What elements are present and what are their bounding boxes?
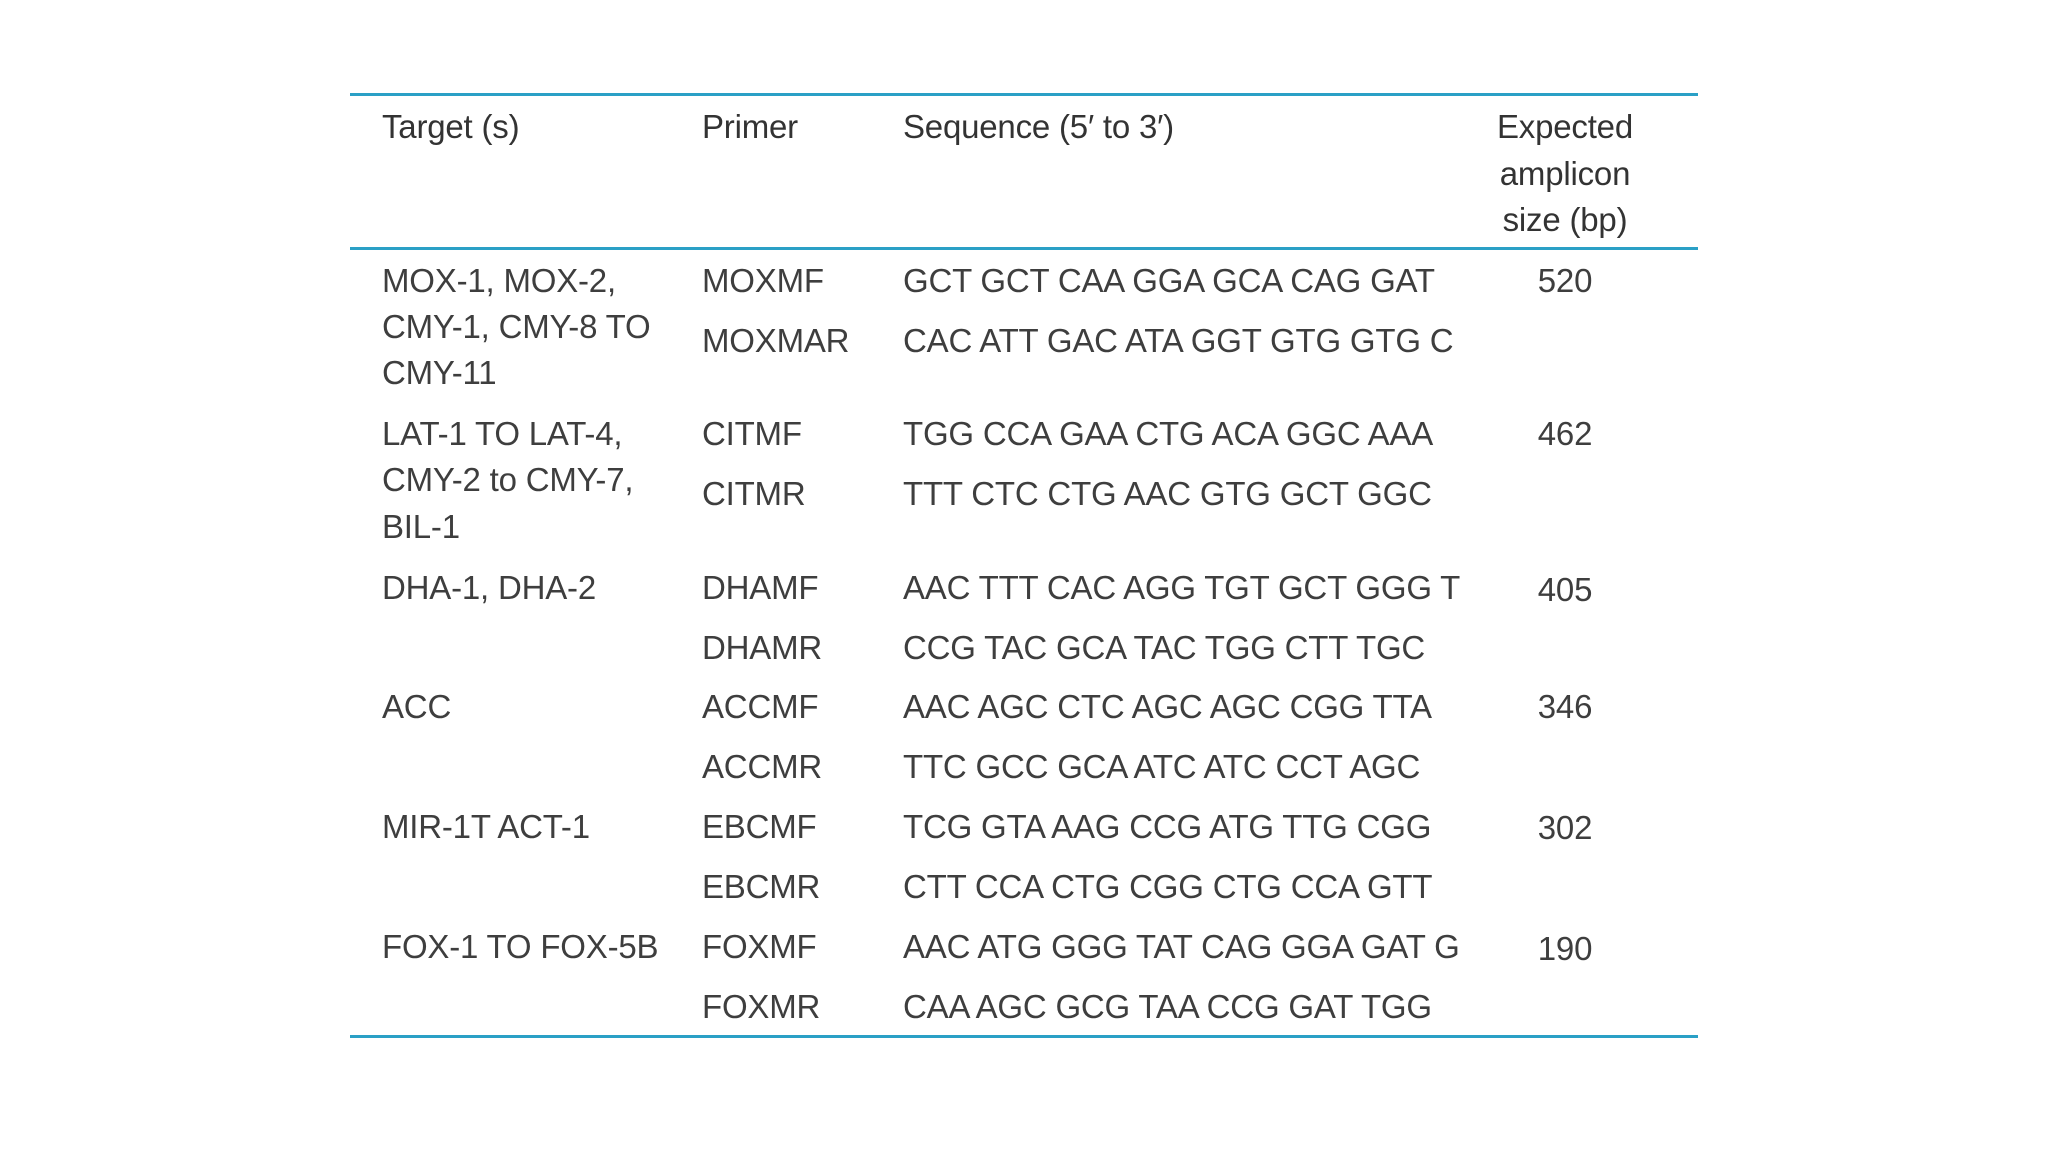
target-cell: CMY-11 (382, 354, 497, 391)
sequence-cell: TGG CCA GAA CTG ACA GGC AAA (903, 415, 1434, 452)
size-cell: 462 (1537, 415, 1593, 452)
table-header-rule (350, 247, 1698, 250)
header-target: Target (s) (382, 108, 520, 145)
target-cell: DHA-1, DHA-2 (382, 569, 596, 606)
sequence-cell: AAC TTT CAC AGG TGT GCT GGG T (903, 569, 1461, 606)
target-cell: BIL-1 (382, 508, 460, 545)
sequence-cell: AAC ATG GGG TAT CAG GGA GAT G (903, 928, 1460, 965)
primer-cell: EBCMR (702, 868, 821, 905)
primer-cell: MOXMF (702, 262, 824, 299)
primer-cell: DHAMF (702, 569, 819, 606)
primer-cell: CITMR (702, 475, 806, 512)
header-sequence: Sequence (5′ to 3′) (903, 108, 1174, 145)
primer-cell: DHAMR (702, 629, 822, 666)
size-cell: 190 (1537, 930, 1593, 967)
header-size-line1: Expected (1497, 108, 1633, 145)
target-cell: ACC (382, 688, 452, 725)
primer-cell: ACCMR (702, 748, 822, 785)
sequence-cell: GCT GCT CAA GGA GCA CAG GAT (903, 262, 1435, 299)
primer-cell: CITMF (702, 415, 802, 452)
sequence-cell: CTT CCA CTG CGG CTG CCA GTT (903, 868, 1433, 905)
sequence-cell: CAC ATT GAC ATA GGT GTG GTG C (903, 322, 1454, 359)
sequence-cell: TTT CTC CTG AAC GTG GCT GGC (903, 475, 1432, 512)
target-cell: MIR-1T ACT-1 (382, 808, 590, 845)
target-cell: CMY-1, CMY-8 TO (382, 308, 651, 345)
primer-cell: ACCMF (702, 688, 819, 725)
sequence-cell: TCG GTA AAG CCG ATG TTG CGG (903, 808, 1432, 845)
sequence-cell: TTC GCC GCA ATC ATC CCT AGC (903, 748, 1421, 785)
table-bottom-rule (350, 1035, 1698, 1038)
size-cell: 405 (1537, 571, 1593, 608)
primer-cell: EBCMF (702, 808, 817, 845)
target-cell: CMY-2 to CMY-7, (382, 461, 634, 498)
target-cell: MOX-1, MOX-2, (382, 262, 616, 299)
sequence-cell: AAC AGC CTC AGC AGC CGG TTA (903, 688, 1432, 725)
primer-cell: MOXMAR (702, 322, 850, 359)
target-cell: LAT-1 TO LAT-4, (382, 415, 623, 452)
header-primer: Primer (702, 108, 798, 145)
sequence-cell: CAA AGC GCG TAA CCG GAT TGG (903, 988, 1432, 1025)
sequence-cell: CCG TAC GCA TAC TGG CTT TGC (903, 629, 1426, 666)
primer-cell: FOXMR (702, 988, 821, 1025)
primer-cell: FOXMF (702, 928, 817, 965)
size-cell: 302 (1537, 809, 1593, 846)
size-cell: 346 (1537, 688, 1593, 725)
table-top-rule (350, 93, 1698, 96)
header-size-line2: amplicon (1499, 155, 1631, 192)
header-size-line3: size (bp) (1502, 201, 1628, 238)
target-cell: FOX-1 TO FOX-5B (382, 928, 659, 965)
size-cell: 520 (1537, 262, 1593, 299)
